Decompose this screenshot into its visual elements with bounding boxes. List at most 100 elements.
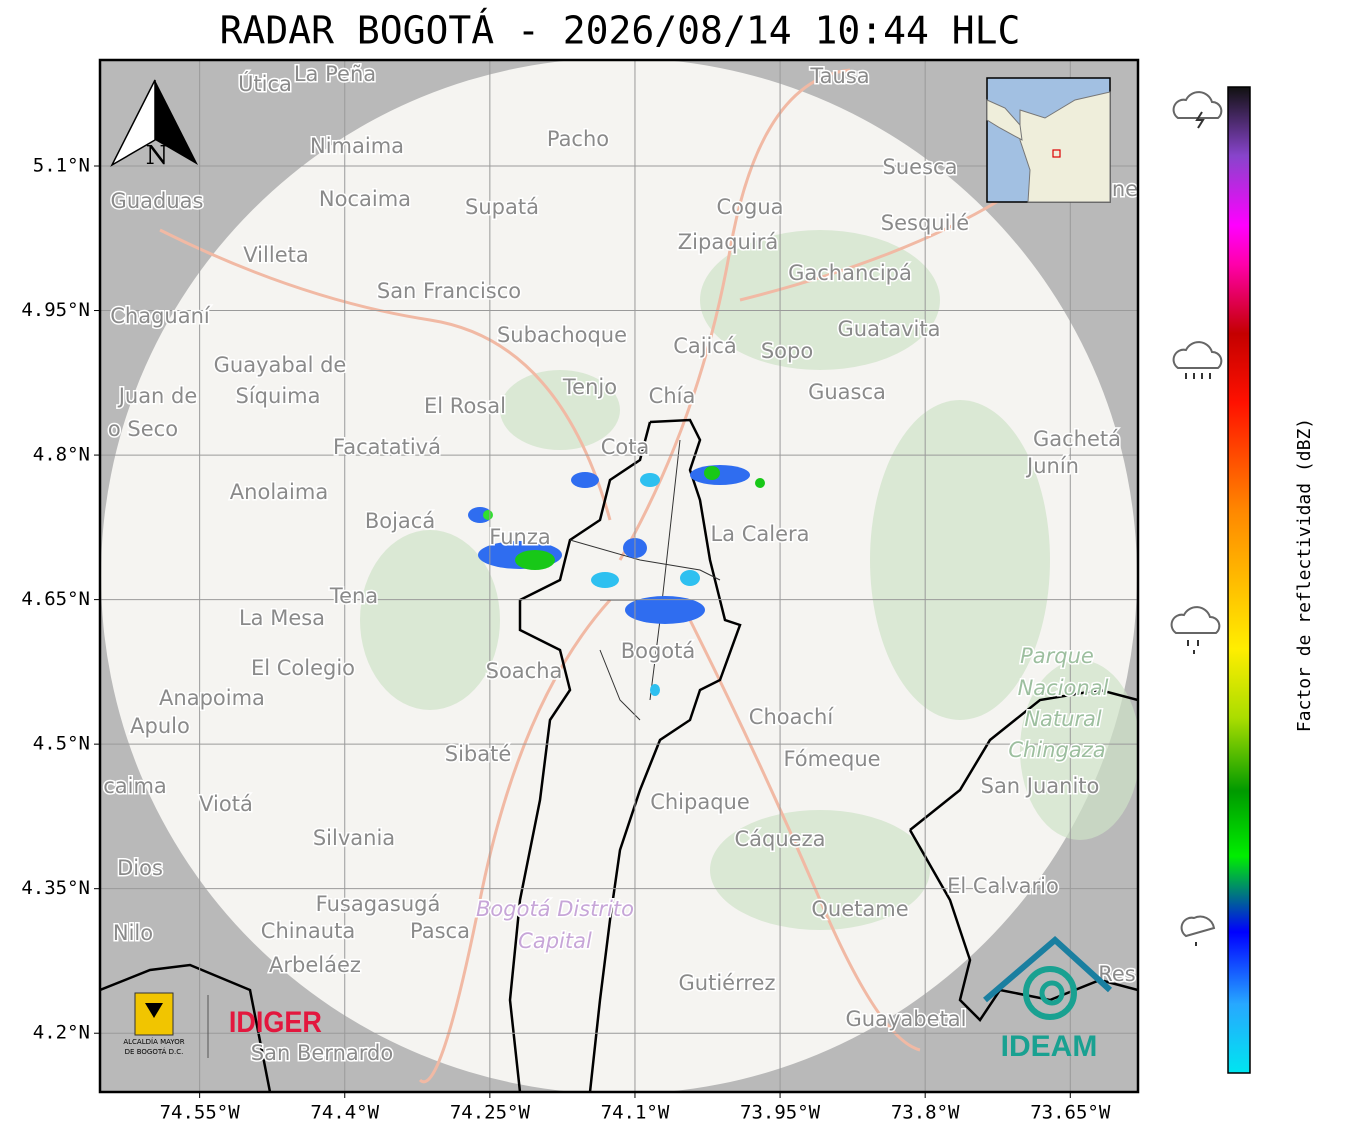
lat-tick-label: 5.1°N: [33, 154, 90, 176]
place-label: ne: [1112, 177, 1138, 201]
inset-map: [986, 77, 1111, 203]
park-label: Natural: [1024, 707, 1102, 731]
district-label: Bogotá Distrito: [476, 897, 634, 921]
place-label: La Mesa: [239, 606, 325, 630]
place-label: Cajicá: [673, 334, 737, 358]
place-label: Bojacá: [365, 509, 435, 533]
colorbar-label: Factor de reflectividad (dBZ): [1294, 418, 1315, 732]
place-label: Gutiérrez: [679, 971, 776, 995]
place-label: Tena: [329, 584, 378, 608]
place-label: Tenjo: [562, 375, 617, 399]
place-label: Chinauta: [261, 919, 355, 943]
ideam-logo: IDEAM: [1001, 1030, 1098, 1063]
place-label: Villeta: [243, 243, 308, 267]
place-label: caima: [103, 774, 167, 798]
place-label: Fómeque: [783, 747, 880, 771]
places: Útica La Peña Tausa Pacho Nimaima Suesca Guadu…: [102, 61, 1138, 1067]
park-label: Chingaza: [1008, 738, 1105, 762]
map-frame: [98, 58, 1140, 1094]
idiger-logo: IDIGER: [229, 1006, 322, 1040]
place-label: San Juanito: [981, 774, 1100, 798]
place-label: o Seco: [108, 417, 178, 441]
place-label: Apulo: [130, 714, 190, 738]
place-label: Sopo: [761, 339, 813, 363]
place-label: Choachí: [749, 705, 835, 729]
place-label: Quetame: [811, 897, 908, 921]
place-label: Suesca: [883, 155, 958, 179]
place-label: Chía: [649, 384, 696, 408]
place-label: El Colegio: [251, 656, 355, 680]
terrain: [360, 230, 1138, 930]
place-label: San Francisco: [377, 279, 521, 303]
lon-tick-label: 74.1°W: [601, 1102, 670, 1124]
place-label: Pasca: [410, 919, 470, 943]
park-label: Parque: [1020, 644, 1094, 668]
place-label: La Peña: [294, 62, 376, 86]
lat-tick-label: 4.95°N: [21, 299, 90, 321]
place-label: Guasca: [808, 380, 886, 404]
place-label: Bogotá: [621, 639, 696, 663]
place-label: Fusagasugá: [316, 892, 441, 916]
place-label: Junín: [1025, 454, 1079, 478]
lat-tick-label: 4.2°N: [33, 1022, 90, 1044]
rain-icons: [1170, 91, 1223, 946]
place-label: Anolaima: [230, 480, 328, 504]
boundaries: [100, 418, 1138, 1092]
place-label: Nimaima: [310, 134, 404, 158]
place-label: Dios: [117, 856, 163, 880]
place-label: Síquima: [236, 384, 321, 408]
place-label: Cáqueza: [735, 827, 826, 851]
place-label: Gachancipá: [788, 261, 912, 285]
place-label: Funza: [489, 525, 550, 549]
colorbar-ramp: [1227, 86, 1251, 1074]
place-label: Arbeláez: [269, 953, 361, 977]
place-label: Guayabetal: [846, 1007, 967, 1031]
north-arrow: N: [110, 79, 198, 171]
place-label: Sesquilé: [881, 211, 969, 235]
place-label: La Calera: [710, 522, 809, 546]
place-label: Sibaté: [445, 742, 512, 766]
place-label: Gachetá: [1033, 427, 1121, 451]
place-label: San Bernardo: [251, 1041, 393, 1065]
lon-tick-label: 74.4°W: [310, 1102, 379, 1124]
colorbar: Factor de reflectividad (dBZ): [1227, 86, 1315, 1074]
title: RADAR BOGOTÁ - 2026/08/14 10:44 HLC: [220, 9, 1021, 53]
place-label: Supatá: [465, 195, 539, 219]
place-label: Facatativá: [333, 435, 441, 459]
lat-tick-label: 4.5°N: [33, 733, 90, 755]
place-label: Chipaque: [650, 790, 750, 814]
north-label: N: [146, 141, 169, 171]
place-label: Pacho: [547, 127, 609, 151]
lat-tick-label: 4.35°N: [21, 877, 90, 899]
lat-tick-label: 4.8°N: [33, 444, 90, 466]
place-label: Guatavita: [838, 317, 941, 341]
place-label: El Rosal: [424, 394, 506, 418]
lat-tick-label: 4.65°N: [21, 588, 90, 610]
place-label: Nocaima: [319, 187, 411, 211]
lon-tick-label: 73.95°W: [740, 1102, 821, 1124]
map: Útica La Peña Tausa Pacho Nimaima Suesca Guadu…: [100, 60, 1138, 1092]
radar-echoes: [468, 465, 765, 696]
axes: 74.55°W 74.4°W 74.25°W 74.1°W 73.95°W 73.8°W 7…: [21, 154, 1111, 1123]
park-label: Nacional: [1018, 676, 1109, 700]
alcaldia-line: DE BOGOTÁ D.C.: [125, 1047, 184, 1056]
place-label: El Calvario: [947, 874, 1059, 898]
place-label: Cota: [601, 435, 650, 459]
place-label: Útica: [238, 71, 292, 96]
lon-tick-label: 74.55°W: [160, 1102, 241, 1124]
place-label: Silvania: [313, 826, 395, 850]
place-label: Soacha: [486, 659, 563, 683]
place-label: Zipaquirá: [678, 230, 778, 254]
logos: ALCALDÍA MAYOR DE BOGOTÁ D.C. IDIGER IDE…: [123, 935, 1113, 1063]
lon-tick-label: 74.25°W: [450, 1102, 531, 1124]
alcaldia-line: ALCALDÍA MAYOR: [123, 1037, 184, 1046]
lon-tick-label: 73.8°W: [891, 1102, 960, 1124]
place-label: Subachoque: [497, 323, 627, 347]
place-label: Guaduas: [111, 189, 204, 213]
place-label: Viotá: [199, 792, 253, 816]
district-label: Capital: [518, 929, 592, 953]
place-label: Guayabal de: [214, 353, 347, 377]
grid: [100, 60, 1138, 1092]
place-label: Juan de: [117, 384, 198, 408]
